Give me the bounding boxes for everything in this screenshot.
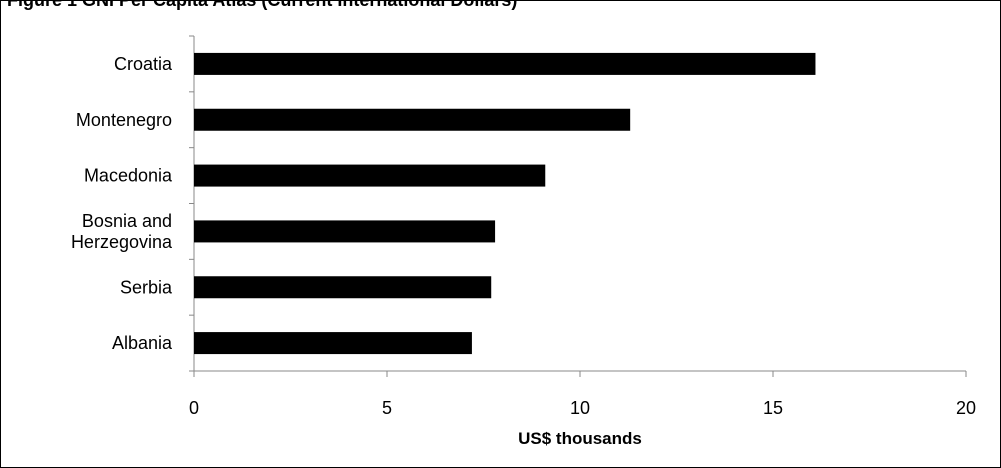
category-label: Serbia [120, 277, 173, 297]
bar-albania [194, 332, 472, 355]
bar-serbia [194, 276, 492, 299]
category-label-line: Serbia [120, 277, 173, 297]
category-label: Montenegro [76, 110, 172, 130]
bar-bosnia-and-herzegovina [194, 220, 496, 243]
category-label: Macedonia [84, 166, 173, 186]
figure-title: Figure 1 GNI Per Capita Atlas (Current I… [7, 0, 518, 10]
bar-croatia [194, 52, 816, 75]
x-tick-label: 10 [570, 398, 590, 418]
bar-macedonia [194, 164, 546, 187]
category-label-line: Montenegro [76, 110, 172, 130]
category-label-line: Croatia [114, 54, 173, 74]
x-tick-label: 0 [189, 398, 199, 418]
x-tick-label: 15 [763, 398, 783, 418]
category-label: Croatia [114, 54, 173, 74]
x-axis-title: US$ thousands [518, 429, 642, 448]
x-tick-label: 5 [382, 398, 392, 418]
category-label-line: Albania [112, 333, 173, 353]
category-label-line: Bosnia and [82, 211, 172, 231]
category-label-line: Macedonia [84, 166, 173, 186]
x-tick-label: 20 [956, 398, 976, 418]
category-label: Bosnia and Herzegovina [71, 211, 173, 252]
bar-montenegro [194, 108, 631, 131]
category-label-line: Herzegovina [71, 232, 173, 252]
category-label: Albania [112, 333, 173, 353]
